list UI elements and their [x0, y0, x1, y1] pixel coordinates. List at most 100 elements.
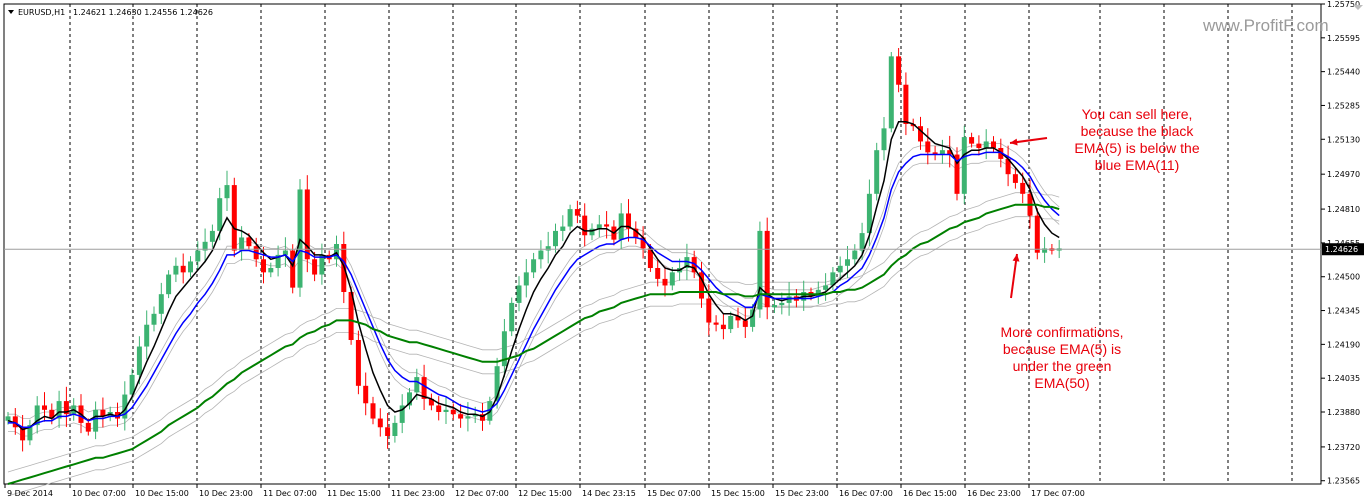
x-tick-label: 14 Dec 23:15 [582, 489, 636, 498]
annotation-arrowhead [1010, 138, 1018, 146]
candle-body [954, 154, 960, 194]
envelope-bands [7, 143, 1060, 497]
y-tick-label: 1.24190 [1327, 340, 1360, 349]
candle-body [523, 272, 529, 286]
candle-body [421, 377, 427, 399]
candle-body [399, 405, 405, 423]
x-tick-label: 17 Dec 07:00 [1031, 489, 1085, 498]
chart-header: EURUSD,H1 1.24621 1.24630 1.24556 1.2462… [8, 8, 213, 17]
annotation-line: because the black [1081, 123, 1195, 139]
candle-body [998, 148, 1004, 159]
candle-body [706, 298, 712, 323]
current-price-marker: 1.24626 [4, 243, 1364, 256]
candle-body [27, 425, 33, 441]
x-tick-label: 15 Dec 15:00 [711, 489, 765, 498]
candle-body [932, 152, 938, 155]
candle-body [144, 324, 150, 347]
candle-body [742, 320, 748, 327]
candle-body [626, 213, 631, 229]
candle-body [509, 302, 515, 332]
candle-body [180, 265, 186, 273]
annotation-arrow [1010, 253, 1018, 299]
y-tick-label: 1.23720 [1327, 443, 1360, 452]
x-tick-label: 16 Dec 23:00 [967, 489, 1021, 498]
x-tick-label: 11 Dec 23:00 [391, 489, 445, 498]
candle-body [815, 289, 821, 297]
candle-body [874, 150, 880, 194]
chevron-down-icon[interactable] [1353, 5, 1363, 10]
candle-body [647, 248, 653, 268]
candle-body [881, 128, 887, 151]
ohlc-label: 1.24621 1.24630 1.24556 1.24626 [73, 8, 213, 17]
x-tick-label: 12 Dec 15:00 [518, 489, 572, 498]
candle-body [465, 416, 471, 419]
candle-body [5, 416, 11, 421]
candle-body [779, 302, 785, 306]
x-tick-label: 11 Dec 15:00 [327, 489, 381, 498]
y-tick-label: 1.25440 [1327, 68, 1360, 77]
candle-body [188, 261, 193, 273]
candle-body [764, 230, 770, 308]
candle-body [312, 259, 318, 275]
annotations: You can sell here,because the blackEMA(5… [1001, 106, 1200, 391]
current-price-box [1322, 243, 1364, 256]
candle-body [553, 230, 558, 247]
price-axis: 1.25750 1.25595 1.25440 1.25285 1.25130 1.249… [1321, 0, 1360, 486]
candle-body [574, 209, 580, 216]
candle-body [34, 405, 40, 426]
candle-body [560, 226, 566, 231]
x-tick-label: 16 Dec 07:00 [839, 489, 893, 498]
candle-body [750, 309, 756, 327]
series-line-ema50 [7, 203, 1060, 485]
candle-body [545, 246, 551, 251]
candle-body [969, 137, 975, 144]
candle-body [355, 340, 361, 386]
candle-body [1012, 174, 1018, 183]
annotation-line: EMA(5) is below the [1074, 140, 1199, 156]
candle-body [699, 272, 704, 299]
candle-body [392, 422, 398, 436]
candle-body [837, 265, 843, 273]
grid-lines [69, 4, 1293, 484]
candle-body [363, 385, 369, 404]
chevron-down-icon[interactable] [8, 10, 14, 14]
y-tick-label: 1.23880 [1327, 408, 1360, 417]
candle-body [1042, 248, 1048, 253]
x-tick-label: 10 Dec 15:00 [135, 489, 189, 498]
candle-body [691, 257, 697, 273]
annotation-line: because EMA(5) is [1003, 341, 1121, 357]
candle-body [888, 56, 894, 129]
candle-body [772, 305, 777, 308]
candle-body [735, 316, 741, 321]
candle-body [129, 374, 135, 395]
candle-body [428, 398, 434, 406]
candle-body [991, 141, 996, 148]
candle-body [567, 209, 573, 227]
candle-body [49, 409, 55, 419]
band-line [8, 160, 1060, 437]
candle-body [830, 272, 836, 286]
current-price-label: 1.24626 [1325, 245, 1358, 254]
candle-body [918, 126, 923, 142]
candle-body [845, 259, 850, 266]
candle-body [786, 296, 792, 303]
candle-body [136, 346, 142, 375]
candle-body [85, 422, 91, 432]
candle-body [910, 124, 916, 127]
y-tick-label: 1.24500 [1327, 273, 1360, 282]
candle-body [122, 394, 128, 419]
candle-body [983, 141, 989, 148]
candle-body [684, 257, 690, 268]
candle-body [93, 409, 99, 432]
candle-body [961, 137, 967, 194]
y-tick-label: 1.24035 [1327, 374, 1360, 383]
candle-body [158, 294, 164, 314]
candle-body [713, 322, 719, 325]
candle-body [823, 285, 829, 290]
candle-body [370, 403, 376, 419]
candle-body [501, 331, 507, 367]
candle-body [896, 56, 902, 85]
candle-body [319, 254, 325, 275]
candle-body [224, 185, 230, 199]
